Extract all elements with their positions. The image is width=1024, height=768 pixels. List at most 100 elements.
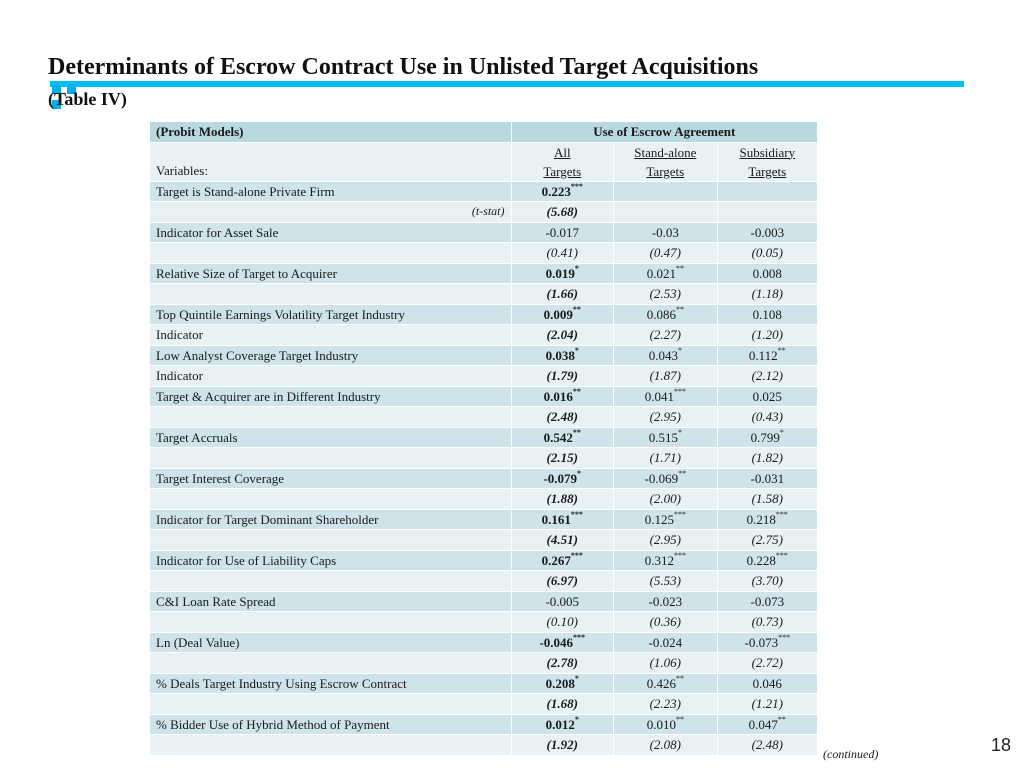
- cell-value: (2.00): [649, 491, 682, 507]
- cell-value: -0.023: [648, 593, 683, 609]
- col-header-subsidiary-line1: Subsidiary: [739, 144, 796, 160]
- row-label: [149, 652, 512, 674]
- table-cell: (2.75): [716, 529, 819, 551]
- table-cell: (2.95): [613, 406, 718, 428]
- table-row: Indicator (2.04) (2.27) (1.20): [149, 324, 819, 346]
- significance-stars: *: [574, 674, 579, 684]
- cell-value: (1.68): [546, 696, 578, 712]
- cell-value: 0.047: [748, 716, 778, 732]
- table-row: (6.97) (5.53) (3.70): [149, 570, 819, 592]
- cell-value: 0.108: [752, 306, 782, 322]
- significance-stars: ***: [570, 510, 583, 520]
- table-cell: 0.228***: [716, 549, 819, 571]
- table-cell: -0.024: [613, 631, 718, 653]
- cell-value: 0.016: [543, 388, 573, 404]
- table-row: Ln (Deal Value) -0.046*** -0.024 -0.073***: [149, 631, 819, 653]
- table-cell: 0.047**: [716, 713, 819, 735]
- table-cell: (2.23): [613, 693, 718, 715]
- significance-stars: *: [574, 264, 579, 274]
- cell-value: (0.73): [751, 614, 784, 630]
- significance-stars: *: [677, 346, 682, 356]
- cell-value: (2.15): [546, 450, 578, 466]
- cell-value: 0.312: [644, 552, 674, 568]
- row-label: C&I Loan Rate Spread: [149, 590, 512, 612]
- table-cell: 0.009**: [510, 303, 615, 325]
- cell-value: (2.27): [649, 327, 682, 343]
- cell-value: (4.51): [546, 532, 578, 548]
- table-row: (2.48) (2.95) (0.43): [149, 406, 819, 428]
- table-cell: (5.68): [510, 201, 615, 223]
- cell-value: 0.046: [752, 675, 782, 691]
- cell-value: 0.228: [746, 552, 776, 568]
- table-cell: -0.073***: [716, 631, 819, 653]
- cell-value: 0.218: [746, 511, 776, 527]
- cell-value: 0.021: [646, 265, 676, 281]
- cell-value: (2.72): [751, 655, 784, 671]
- cell-value: (1.87): [649, 368, 682, 384]
- table-cell: -0.003: [716, 221, 819, 243]
- cell-value: 0.041: [644, 388, 674, 404]
- table-row: Relative Size of Target to Acquirer 0.019…: [149, 262, 819, 284]
- table-row: Indicator for Use of Liability Caps 0.267…: [149, 549, 819, 571]
- row-label: Top Quintile Earnings Volatility Target …: [149, 303, 512, 325]
- table-row: % Bidder Use of Hybrid Method of Payment…: [149, 713, 819, 735]
- cell-value: (2.12): [751, 368, 784, 384]
- cell-value: (2.95): [649, 532, 682, 548]
- cell-value: (1.82): [751, 450, 784, 466]
- table-cell: (4.51): [510, 529, 615, 551]
- table-row: (0.41) (0.47) (0.05): [149, 242, 819, 264]
- col-header-all-line2: Targets: [543, 163, 582, 179]
- cell-value: -0.046: [539, 634, 574, 650]
- table-cell: (2.78): [510, 652, 615, 674]
- cell-value: 0.008: [752, 265, 782, 281]
- table-cell: 0.208*: [510, 672, 615, 694]
- cell-value: (2.78): [546, 655, 578, 671]
- cell-value: (2.53): [649, 286, 682, 302]
- row-label: [149, 693, 512, 715]
- col-header-all: All Targets: [510, 141, 615, 182]
- page-number: 18: [991, 735, 1012, 755]
- cell-value: (1.21): [751, 696, 784, 712]
- table-cell: (1.88): [510, 488, 615, 510]
- cell-value: (0.43): [751, 409, 784, 425]
- table-cell: (2.48): [510, 406, 615, 428]
- table-cell: (1.92): [510, 734, 615, 756]
- table-cell: -0.046***: [510, 631, 615, 653]
- cell-value: (1.88): [546, 491, 578, 507]
- cell-value: 0.010: [646, 716, 676, 732]
- table-row: (2.15) (1.71) (1.82): [149, 447, 819, 469]
- table-cell: (1.87): [613, 365, 718, 387]
- row-label: Indicator for Asset Sale: [149, 221, 512, 243]
- slide-title: Determinants of Escrow Contract Use in U…: [48, 54, 759, 80]
- cell-value: (1.06): [649, 655, 682, 671]
- table-cell: 0.426**: [613, 672, 718, 694]
- cell-value: (5.68): [546, 204, 578, 220]
- cell-value: (0.10): [546, 614, 578, 630]
- row-label: [149, 406, 512, 428]
- cell-value: 0.012: [545, 716, 575, 732]
- row-label: Ln (Deal Value): [149, 631, 512, 653]
- cell-value: (3.70): [751, 573, 784, 589]
- title-underline-bar: [50, 81, 964, 87]
- significance-stars: **: [572, 387, 581, 397]
- cell-value: 0.542: [543, 429, 573, 445]
- cell-value: (0.05): [751, 245, 784, 261]
- table-cell: (2.53): [613, 283, 718, 305]
- cell-value: (2.23): [649, 696, 682, 712]
- significance-stars: ***: [775, 551, 788, 561]
- table-cell: (2.00): [613, 488, 718, 510]
- table-cell: (6.97): [510, 570, 615, 592]
- cell-value: -0.073: [744, 634, 779, 650]
- cell-value: 0.208: [545, 675, 575, 691]
- column-header-row: Variables: All Targets Stand-alone Targets…: [149, 141, 819, 182]
- row-label: [149, 447, 512, 469]
- table-row: (1.66) (2.53) (1.18): [149, 283, 819, 305]
- row-label: [149, 283, 512, 305]
- table-cell: -0.069**: [613, 467, 718, 489]
- cell-value: 0.038: [545, 347, 575, 363]
- table-cell: 0.223***: [510, 180, 615, 202]
- table-cell: [716, 201, 819, 223]
- row-label: [149, 529, 512, 551]
- cell-value: 0.426: [646, 675, 676, 691]
- table-cell: 0.038*: [510, 344, 615, 366]
